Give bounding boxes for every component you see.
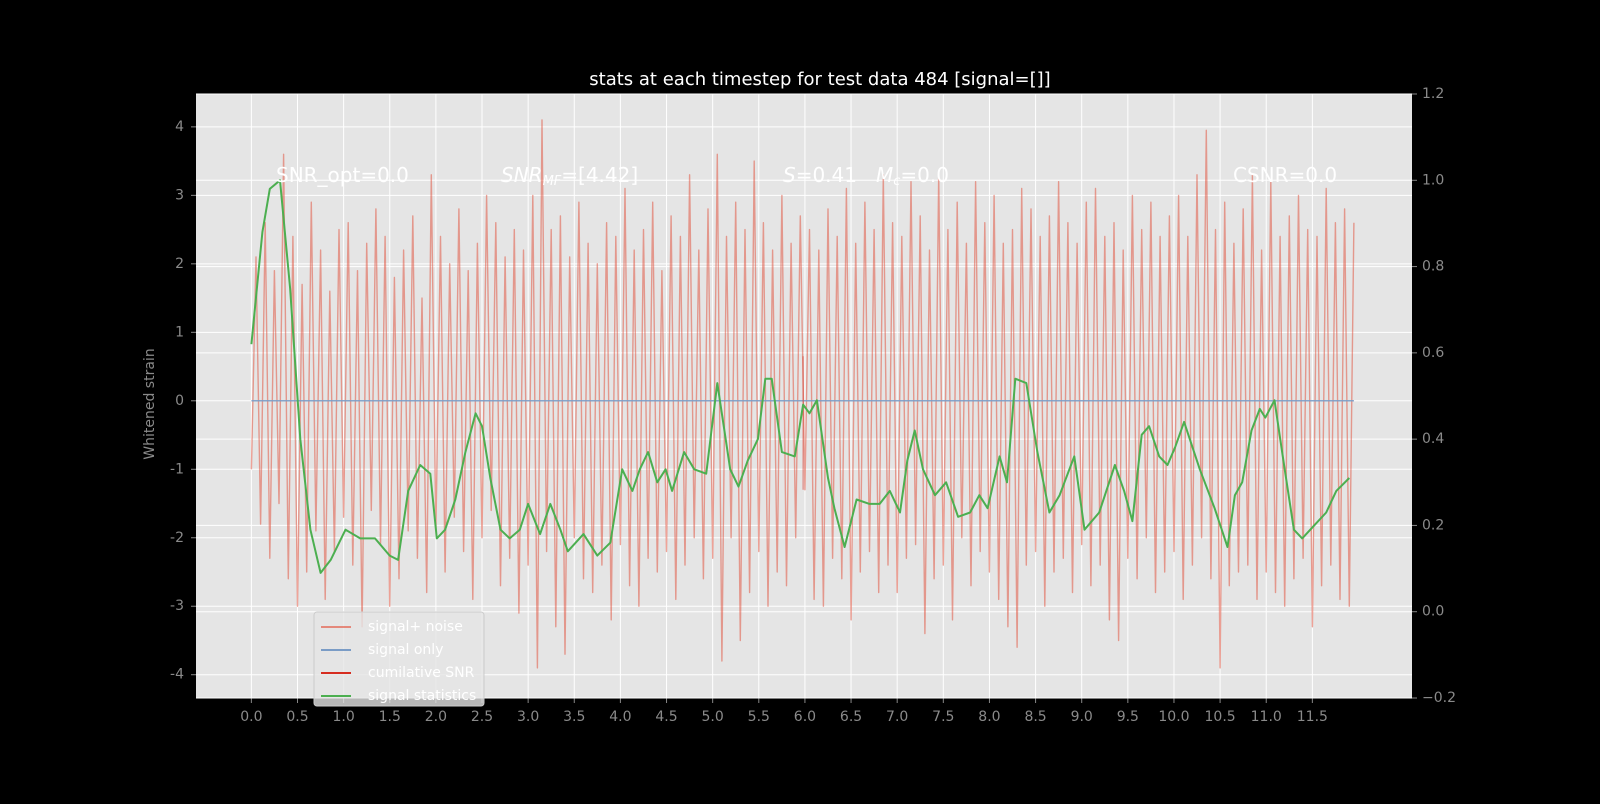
y-tick-label: -4	[170, 667, 184, 683]
y2-tick-label: 1.2	[1422, 86, 1444, 102]
y-tick-label: 1	[175, 324, 184, 340]
x-tick-label: 5.0	[702, 709, 724, 725]
annotation-part: =0.41	[796, 163, 857, 187]
x-tick-label: 11.5	[1297, 709, 1328, 725]
annotation-part: S	[783, 163, 796, 187]
y-tick-label: -3	[170, 598, 184, 614]
y2-tick-label: 0.4	[1422, 431, 1444, 447]
legend-label: cumilative SNR	[368, 665, 475, 681]
legend-label: signal only	[368, 642, 443, 658]
y2-tick-label: 0.6	[1422, 345, 1444, 361]
x-tick-label: 1.0	[332, 709, 354, 725]
x-tick-label: 4.5	[655, 709, 677, 725]
x-tick-label: 8.0	[978, 709, 1000, 725]
y2-tick-label: 0.8	[1422, 259, 1444, 275]
x-tick-label: 2.0	[425, 709, 447, 725]
annotation: SNRMF=[4.42]	[501, 163, 638, 189]
annotation-part: SNR_opt=0.0	[276, 163, 409, 187]
x-tick-label: 10.5	[1205, 709, 1236, 725]
x-tick-label: 0.5	[286, 709, 308, 725]
x-tick-label: 3.0	[517, 709, 539, 725]
x-tick-label: 1.5	[379, 709, 401, 725]
x-tick-label: 9.5	[1117, 709, 1139, 725]
annotation: Mc=0.0	[876, 163, 949, 189]
annotation: S=0.41	[783, 163, 857, 187]
annotation-part: =0.0	[900, 163, 949, 187]
y-tick-label: 2	[175, 256, 184, 272]
y2-tick-label: 1.0	[1422, 172, 1444, 188]
y-axis-label: Whitened strain	[142, 348, 158, 459]
x-tick-label: 11.0	[1251, 709, 1282, 725]
x-tick-label: 7.0	[886, 709, 908, 725]
series-line	[250, 179, 1351, 574]
legend-label: signal statistics	[368, 688, 476, 704]
x-tick-label: 0.0	[240, 709, 262, 725]
annotation-part: SNR	[501, 163, 543, 187]
x-tick-label: 5.5	[748, 709, 770, 725]
x-tick-label: 7.5	[932, 709, 954, 725]
legend-box	[313, 611, 485, 707]
annotation: CSNR=0.0	[1233, 163, 1337, 187]
y-tick-label: 0	[175, 393, 184, 409]
x-tick-label: 8.5	[1024, 709, 1046, 725]
y-tick-label: -2	[170, 530, 184, 546]
annotation-part: c	[893, 174, 900, 189]
y-tick-label: 3	[175, 187, 184, 203]
x-tick-label: 3.5	[563, 709, 585, 725]
annotation-part: =[4.42]	[561, 163, 638, 187]
legend-label: signal+ noise	[368, 619, 463, 635]
x-tick-label: 10.0	[1158, 709, 1189, 725]
series-line	[250, 119, 1355, 669]
y2-tick-label: 0.2	[1422, 517, 1444, 533]
x-tick-label: 6.0	[794, 709, 816, 725]
annotation-part: M	[876, 163, 893, 187]
annotation-part: CSNR=0.0	[1233, 163, 1337, 187]
y-tick-label: 4	[175, 119, 184, 135]
x-tick-label: 9.0	[1071, 709, 1093, 725]
chart-title: stats at each timestep for test data 484…	[589, 69, 1050, 90]
y2-tick-label: −0.2	[1422, 690, 1456, 706]
y-tick-label: -1	[170, 461, 184, 477]
annotation: SNR_opt=0.0	[276, 163, 409, 187]
x-tick-label: 4.0	[609, 709, 631, 725]
annotation-part: MF	[543, 174, 562, 189]
x-tick-label: 2.5	[471, 709, 493, 725]
y2-tick-label: 0.0	[1422, 604, 1444, 620]
x-tick-label: 6.5	[840, 709, 862, 725]
